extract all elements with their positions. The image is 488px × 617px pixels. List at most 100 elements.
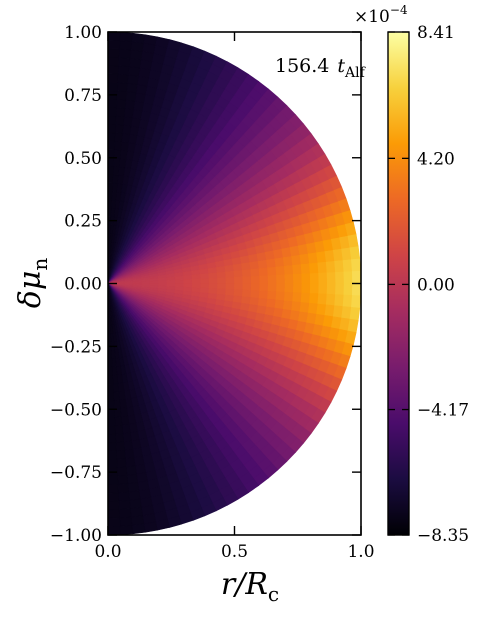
heatmap-cell [116, 450, 125, 459]
heatmap-cell [209, 284, 218, 289]
heatmap-cell [108, 141, 115, 150]
heatmap-cell [226, 284, 235, 290]
heatmap-cell [108, 49, 120, 58]
heatmap-cell [251, 269, 260, 277]
heatmap-cell [317, 252, 327, 263]
heatmap-cell [234, 270, 243, 277]
colorbar-tick-label: −4.17 [417, 401, 469, 421]
heatmap-cell [241, 263, 250, 271]
heatmap-cell [108, 434, 116, 443]
heatmap-cell [192, 279, 201, 284]
heatmap-cell [108, 493, 119, 502]
heatmap-cell [267, 267, 276, 276]
heatmap-cell [119, 500, 131, 509]
heatmap-cell [326, 294, 335, 305]
heatmap-cell [317, 304, 327, 315]
heatmap-cell [116, 116, 125, 125]
heatmap-cell [319, 273, 328, 284]
y-axis-label: δμn [13, 258, 52, 309]
heatmap-cell [119, 57, 131, 66]
heatmap-cell [310, 284, 319, 294]
heatmap-cell [129, 67, 141, 77]
heatmap-cell [283, 256, 292, 266]
heatmap-cell [301, 264, 310, 274]
heatmap-cell [310, 273, 319, 283]
heatmap-cell [108, 166, 114, 175]
colorbar [388, 32, 409, 535]
heatmap-cell [275, 300, 284, 309]
heatmap-cells [108, 32, 361, 535]
heatmap-cell [225, 265, 234, 272]
heatmap-cell [308, 253, 318, 264]
heatmap-cell [293, 265, 302, 275]
heatmap-cell [128, 483, 139, 493]
heatmap-cell [129, 491, 141, 501]
heatmap-cell [108, 484, 118, 493]
heatmap-cell [108, 443, 116, 452]
heatmap-cell [308, 303, 318, 314]
heatmap-cell [327, 284, 336, 295]
heatmap-cell [257, 252, 267, 261]
heatmap-cell [251, 276, 260, 283]
heatmap-cell [114, 409, 121, 418]
heatmap-cell [267, 259, 276, 268]
heatmap-cell [117, 91, 127, 100]
heatmap-cell [350, 247, 360, 260]
heatmap-cell [301, 293, 310, 303]
heatmap-cell [234, 277, 243, 284]
colorbar-tick-label: −8.35 [417, 526, 469, 546]
heatmap-cell [116, 108, 125, 117]
heatmap-cell [209, 273, 218, 279]
heatmap-cell [116, 442, 125, 451]
heatmap-cell [309, 293, 318, 304]
heatmap-cell [129, 58, 141, 68]
colorbar-tick-label: 0.00 [417, 275, 455, 295]
heatmap-cell [326, 261, 335, 272]
heatmap-cell [292, 255, 302, 265]
heatmap-cell [258, 260, 267, 269]
heatmap-cell [117, 99, 127, 108]
heatmap-cell [108, 158, 114, 167]
heatmap-cell [108, 124, 116, 133]
heatmap-cell [144, 522, 157, 532]
heatmap-cell [108, 82, 118, 91]
heatmap-cell [108, 526, 120, 535]
heatmap-cell [108, 518, 120, 527]
heatmap-cell [302, 274, 311, 284]
heatmap-cell [352, 284, 361, 296]
heatmap-cell [242, 270, 251, 277]
heatmap-cell [118, 66, 129, 75]
heatmap-cell [325, 250, 335, 262]
heatmap-cell [234, 290, 243, 297]
heatmap-cell [150, 281, 158, 283]
heatmap-cell [108, 501, 119, 510]
heatmap-cell [108, 417, 115, 426]
y-tick-label: 0.50 [64, 149, 102, 169]
heatmap-cell [130, 432, 139, 442]
heatmap-cell [344, 272, 353, 284]
heatmap-cell [348, 319, 358, 332]
heatmap-cell [142, 281, 150, 283]
heatmap-cell [292, 302, 302, 312]
heatmap-cell [118, 475, 128, 484]
heatmap-cell [108, 459, 117, 468]
heatmap-cell [108, 175, 113, 184]
heatmap-cell [114, 400, 121, 409]
heatmap-cell [117, 459, 127, 468]
heatmap-cell [108, 133, 115, 142]
heatmap-cell [201, 279, 210, 284]
heatmap-cell [348, 234, 358, 247]
heatmap-cell [351, 295, 360, 308]
colorbar-tick-label: 8.41 [417, 23, 455, 43]
heatmap-cell [200, 274, 209, 279]
heatmap-cell [144, 35, 157, 45]
y-tick-label: −0.25 [50, 337, 102, 357]
heatmap-cell [118, 484, 129, 493]
y-tick-label: 0.25 [64, 212, 102, 232]
heatmap-cell [267, 299, 276, 308]
heatmap-cell [234, 284, 243, 291]
heatmap-cell [352, 271, 361, 283]
heatmap-cell [132, 33, 145, 43]
heatmap-cell [242, 290, 251, 297]
